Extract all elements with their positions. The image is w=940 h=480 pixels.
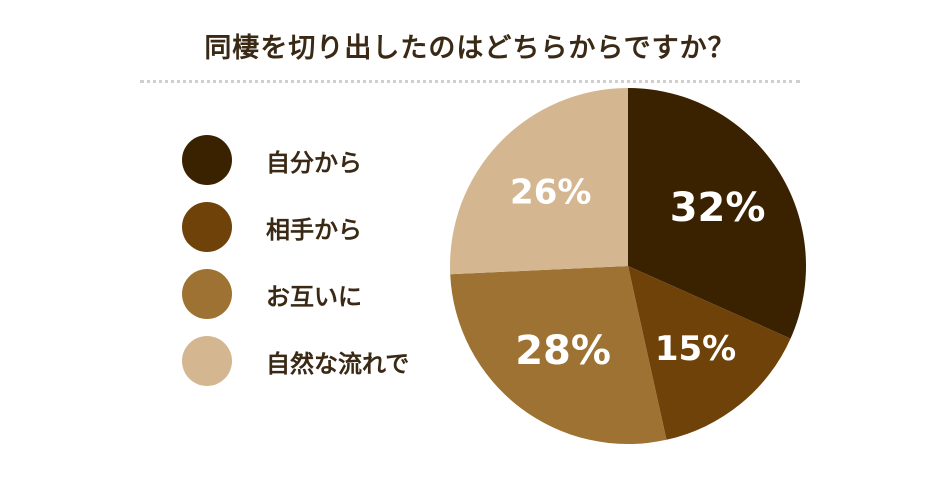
pie-label-natural: 26%: [510, 172, 591, 212]
pie-label-partner: 15%: [655, 329, 736, 369]
legend-item-partner: 相手から: [182, 202, 409, 252]
legend-swatch-self: [182, 135, 232, 185]
pie-slice-self: [628, 88, 806, 339]
pie-slice-partner: [628, 266, 791, 440]
legend-label-self: 自分から: [266, 148, 362, 177]
legend-item-self: 自分から: [182, 135, 409, 185]
legend-label-partner: 相手から: [266, 215, 362, 244]
chart-title: 同棲を切り出したのはどちらからですか？: [204, 33, 736, 64]
pie-slice-mutual: [450, 266, 667, 444]
pie-slice-natural: [450, 88, 628, 275]
title-divider: [140, 80, 800, 83]
legend-label-natural: 自然な流れで: [266, 349, 410, 378]
legend-label-mutual: お互いに: [266, 282, 362, 311]
pie-label-mutual: 28%: [515, 328, 611, 374]
pie-label-self: 32%: [670, 185, 766, 231]
legend-swatch-mutual: [182, 269, 232, 319]
legend: 自分から 相手から お互いに 自然な流れで: [182, 135, 409, 403]
legend-swatch-natural: [182, 336, 232, 386]
legend-item-natural: 自然な流れで: [182, 336, 409, 386]
legend-item-mutual: お互いに: [182, 269, 409, 319]
legend-swatch-partner: [182, 202, 232, 252]
